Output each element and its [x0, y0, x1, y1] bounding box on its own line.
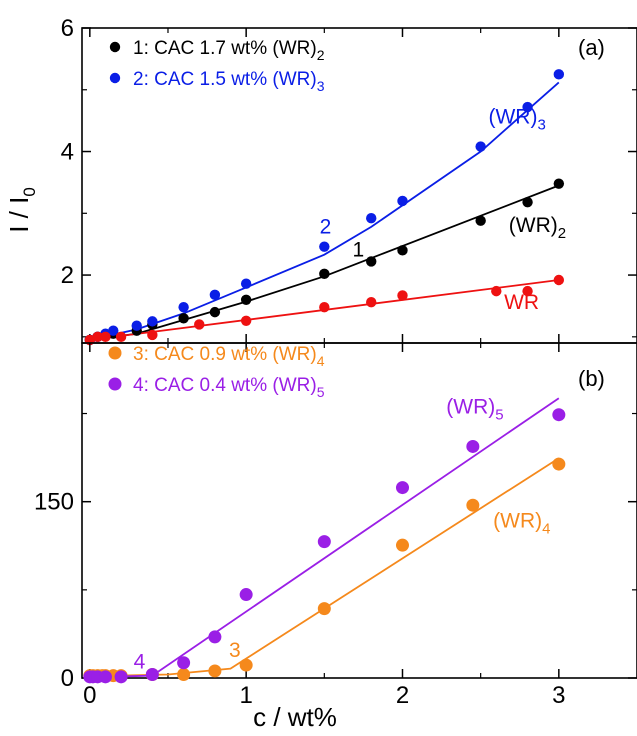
data-point: [208, 664, 222, 678]
y-tick-label: 150: [34, 489, 74, 516]
panel-b-ticks: 0 150: [34, 343, 637, 692]
y-axis-title-a: I / I0: [4, 187, 39, 233]
panel-a-ticks: 2 4 6: [61, 15, 637, 343]
data-point: [194, 319, 205, 330]
data-point: [466, 498, 480, 512]
legend-entry: 3: CAC 0.9 wt% (WR)4: [133, 344, 325, 369]
data-point: [366, 297, 377, 308]
data-point: [397, 195, 408, 207]
x-axis-title: c / wt%: [253, 702, 337, 732]
data-point: [319, 241, 330, 252]
fit-line: [89, 81, 560, 341]
fit-line: [89, 184, 560, 341]
data-point: [491, 285, 502, 297]
data-point: [395, 481, 409, 495]
y-tick-label: 2: [61, 262, 74, 289]
data-point: [553, 178, 565, 189]
fit-line: [89, 457, 560, 678]
data-point: [145, 667, 159, 681]
panel-b-legend: 3: CAC 0.9 wt% (WR)4 4: CAC 0.4 wt% (WR)5: [108, 344, 325, 400]
data-point: [240, 294, 252, 305]
x-tick-label: 2: [396, 682, 409, 709]
panel-a-label: (a): [578, 35, 605, 60]
data-point: [552, 457, 566, 471]
series-annotation: (WR)2: [509, 214, 566, 242]
series-annotation: 1: [352, 239, 364, 262]
legend-marker: [109, 72, 121, 84]
data-point: [317, 535, 331, 549]
x-tick-label: 3: [552, 682, 565, 709]
data-point: [209, 306, 221, 318]
data-point: [397, 245, 408, 256]
series-annotation: (WR)3: [488, 106, 545, 134]
y-axis-title-sub: 0: [20, 187, 39, 196]
data-point: [317, 602, 331, 616]
y-tick-label: 0: [61, 665, 74, 692]
data-point: [475, 141, 486, 152]
data-point: [553, 69, 565, 80]
series-annotation: WR: [504, 291, 539, 314]
panel-a-legend: 1: CAC 1.7 wt% (WR)2 2: CAC 1.5 wt% (WR)3: [109, 38, 325, 94]
panel-a-data-points: [84, 69, 565, 346]
data-point: [240, 278, 252, 289]
legend-marker: [109, 41, 121, 53]
data-point: [208, 630, 222, 644]
data-point: [177, 667, 191, 681]
panel-b-frame: [81, 342, 637, 679]
data-point: [553, 274, 565, 286]
data-point: [239, 588, 253, 602]
data-point: [131, 320, 142, 331]
series-annotation: 4: [134, 651, 146, 674]
data-point: [147, 329, 158, 341]
data-point: [240, 315, 252, 326]
data-point: [552, 408, 566, 422]
data-point: [395, 538, 409, 552]
series-annotation: 2: [320, 216, 332, 239]
data-point: [366, 213, 377, 224]
x-tick-label: 0: [83, 682, 96, 709]
panel-b-label: (b): [578, 366, 605, 391]
y-tick-label: 6: [61, 15, 74, 42]
data-point: [100, 331, 111, 343]
data-point: [98, 670, 112, 684]
data-point: [108, 325, 119, 336]
data-point: [522, 101, 533, 113]
data-point: [397, 290, 408, 301]
series-annotation: (WR)5: [446, 396, 503, 424]
data-point: [147, 316, 158, 327]
data-point: [114, 670, 128, 684]
data-point: [319, 301, 330, 313]
data-point: [115, 331, 127, 343]
data-point: [209, 289, 221, 301]
panel-b-annotations: (WR)5 (WR)4 4 3: [134, 396, 551, 674]
legend-marker: [108, 346, 122, 360]
series-annotation: 3: [229, 639, 241, 662]
y-tick-label: 4: [61, 139, 74, 166]
x-tick-label: 1: [239, 682, 252, 709]
data-point: [178, 313, 189, 324]
data-point: [92, 331, 103, 343]
data-point: [466, 439, 480, 453]
panel-b: 0 150 (WR)5 (WR)4 4 3 3: CAC 0.9 wt% (WR)4 4:…: [34, 342, 637, 692]
legend-entry: 1: CAC 1.7 wt% (WR)2: [133, 38, 325, 63]
data-point: [177, 656, 191, 670]
panel-a-annotations: (WR)3 (WR)2 WR 21: [320, 106, 566, 314]
panel-b-data-points: [83, 408, 566, 684]
data-point: [522, 285, 533, 297]
data-point: [239, 658, 253, 672]
data-point: [319, 268, 330, 280]
legend-entry: 2: CAC 1.5 wt% (WR)3: [133, 69, 325, 94]
data-point: [475, 215, 486, 226]
series-annotation: (WR)4: [493, 510, 550, 538]
x-axis: 0 1 2 3: [83, 682, 565, 709]
legend-entry: 4: CAC 0.4 wt% (WR)5: [133, 375, 325, 400]
data-point: [522, 196, 533, 208]
data-point: [366, 256, 377, 267]
data-point: [178, 301, 189, 313]
legend-marker: [108, 377, 122, 391]
